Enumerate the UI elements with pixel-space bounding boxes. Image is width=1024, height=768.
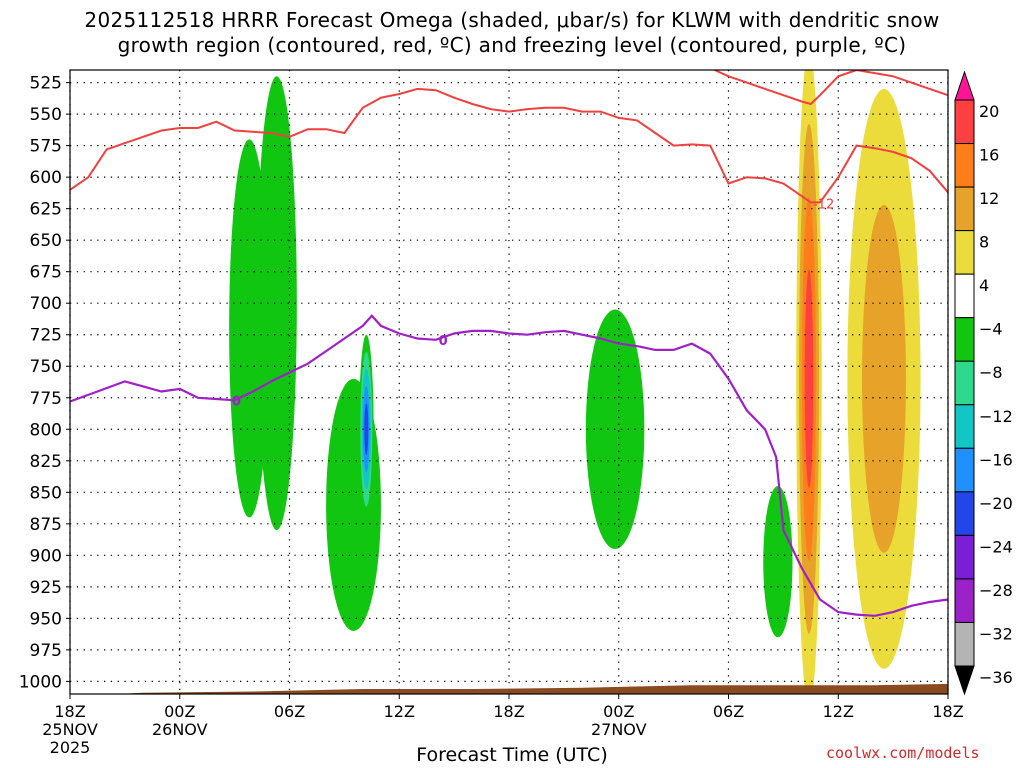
colorbar-label: 12 <box>979 189 999 208</box>
x-tick-label: 18Z <box>493 702 524 721</box>
x-tick-label: 06Z <box>274 702 305 721</box>
colorbar-label: −12 <box>979 407 1013 426</box>
colorbar-segment <box>954 360 975 406</box>
colorbar-label: −32 <box>979 624 1013 643</box>
chart-title-line-2: growth region (contoured, red, ºC) and f… <box>117 33 907 57</box>
colorbar-segment <box>954 99 975 145</box>
omega-shade-descent-core-27nov-10z <box>804 269 814 489</box>
y-tick-label: 900 <box>30 546 62 566</box>
y-tick-label: 800 <box>30 420 62 440</box>
colorbar-segment <box>954 621 975 667</box>
y-tick-label: 575 <box>30 137 62 157</box>
y-tick-label: 925 <box>30 578 62 598</box>
omega-shade-ascent-early-column <box>256 76 297 531</box>
dgz-contour-label: -12 <box>813 198 834 213</box>
y-tick-label: 950 <box>30 609 62 629</box>
dgz-contour <box>712 70 948 106</box>
y-tick-label: 550 <box>30 105 62 125</box>
colorbar-label: −36 <box>979 668 1013 687</box>
colorbar-label: 4 <box>979 276 989 295</box>
colorbar-segment <box>954 186 975 232</box>
colorbar-segment <box>954 230 975 275</box>
freezing-level-label: 0 <box>439 334 448 349</box>
y-tick-label: 625 <box>30 200 62 220</box>
colorbar-label: −4 <box>979 320 1003 339</box>
y-tick-label: 675 <box>30 263 62 283</box>
y-tick-label: 1000 <box>19 672 62 692</box>
colorbar-label: −20 <box>979 494 1013 513</box>
colorbar-label: −16 <box>979 450 1013 469</box>
colorbar-segment <box>954 534 975 580</box>
credit-link[interactable]: coolwx.com/models <box>826 744 980 762</box>
omega-shade-descent-broad-27nov-15z <box>862 204 906 553</box>
colorbar-segment <box>954 143 975 188</box>
colorbar-bottom-arrow <box>954 665 975 696</box>
chart-title-line-1: 2025112518 HRRR Forecast Omega (shaded, … <box>84 8 940 32</box>
colorbar-segment <box>954 273 975 319</box>
y-tick-label: 600 <box>30 168 62 188</box>
x-axis-title: Forecast Time (UTC) <box>416 744 608 766</box>
terrain-surface <box>70 683 948 694</box>
y-tick-label: 700 <box>30 294 62 314</box>
colorbar-label: 16 <box>979 146 999 165</box>
x-tick-label: 18Z <box>54 702 85 721</box>
colorbar-top-arrow <box>954 70 975 101</box>
x-tick-label: 00Z <box>164 702 195 721</box>
colorbar-label: −8 <box>979 363 1003 382</box>
freezing-level-contour <box>70 314 948 617</box>
colorbar-segment <box>954 404 975 449</box>
x-tick-label: 26NOV <box>152 720 208 739</box>
dgz-contour <box>70 87 948 204</box>
colorbar-label: −28 <box>979 581 1013 600</box>
colorbar-label: 8 <box>979 233 989 252</box>
y-tick-label: 525 <box>30 74 62 94</box>
y-tick-label: 825 <box>30 452 62 472</box>
y-tick-label: 975 <box>30 641 62 661</box>
omega-shade-ascent-core-10z <box>364 403 369 456</box>
colorbar-segment <box>954 447 975 493</box>
x-tick-label: 27NOV <box>591 720 647 739</box>
y-tick-label: 725 <box>30 326 62 346</box>
omega-shade-ascent-low-27nov-06z <box>763 486 793 638</box>
y-tick-label: 875 <box>30 515 62 535</box>
freezing-level-label: 0 <box>232 394 241 409</box>
colorbar-segment <box>954 317 975 362</box>
colorbar-label: −24 <box>979 537 1013 556</box>
x-tick-label: 18Z <box>932 702 963 721</box>
colorbar-segment <box>954 578 975 623</box>
x-tick-label: 06Z <box>713 702 744 721</box>
y-tick-label: 650 <box>30 231 62 251</box>
y-tick-label: 775 <box>30 389 62 409</box>
x-tick-label: 00Z <box>603 702 634 721</box>
x-tick-label: 12Z <box>384 702 415 721</box>
y-tick-label: 850 <box>30 483 62 503</box>
x-tick-label: 2025 <box>50 738 91 757</box>
x-tick-label: 25NOV <box>42 720 98 739</box>
y-tick-label: 750 <box>30 357 62 377</box>
x-tick-label: 12Z <box>823 702 854 721</box>
colorbar-segment <box>954 491 975 536</box>
colorbar-label: 20 <box>979 102 999 121</box>
